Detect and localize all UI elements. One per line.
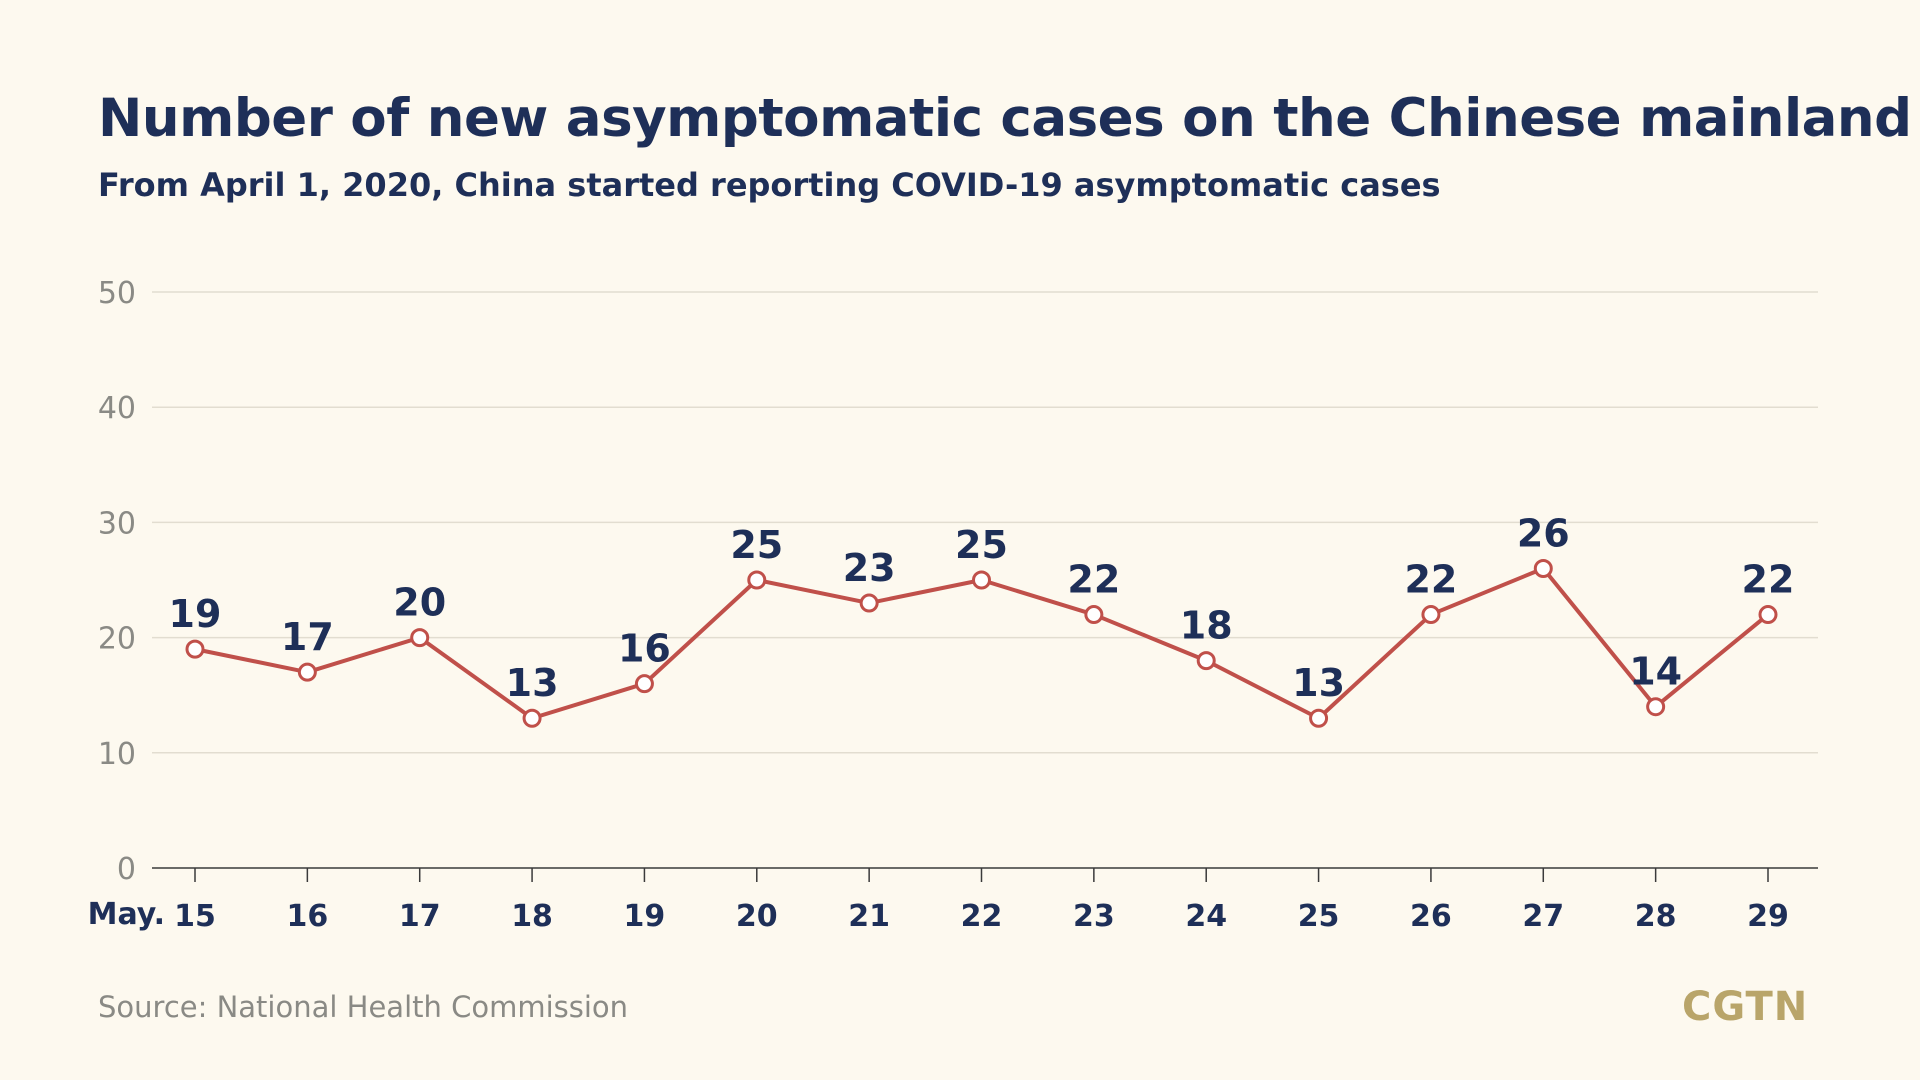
data-point <box>1758 605 1778 625</box>
data-point <box>634 674 654 694</box>
x-tick-label: 25 <box>1298 899 1340 934</box>
x-tick-label: 19 <box>624 899 666 934</box>
data-point <box>185 639 205 659</box>
data-label: 19 <box>169 592 222 636</box>
x-tick-label: 23 <box>1073 899 1115 934</box>
grid-lines <box>152 291 1818 754</box>
y-axis-ticks: 0 10 20 30 40 50 <box>98 276 136 887</box>
data-point <box>747 570 767 590</box>
data-point <box>972 570 991 590</box>
data-point <box>297 662 317 682</box>
data-point <box>522 708 542 728</box>
data-label: 13 <box>506 661 559 705</box>
y-tick-label: 50 <box>98 276 136 311</box>
x-axis-ticks: 15 16 17 18 19 20 21 22 23 24 25 26 27 28 29 <box>174 868 1789 934</box>
data-point <box>1309 708 1329 728</box>
data-point <box>1421 605 1441 625</box>
x-tick-label: 18 <box>511 899 553 934</box>
x-tick-label: 24 <box>1185 899 1227 934</box>
data-label: 23 <box>843 546 896 590</box>
x-tick-label: 28 <box>1635 899 1677 934</box>
x-tick-label: 21 <box>848 899 890 934</box>
x-tick-label: 26 <box>1410 899 1452 934</box>
data-point <box>1646 697 1666 717</box>
x-tick-label: 27 <box>1522 899 1564 934</box>
y-tick-label: 30 <box>98 506 136 541</box>
x-tick-label: 20 <box>736 899 778 934</box>
data-label: 22 <box>1404 558 1457 602</box>
data-point <box>1084 605 1104 625</box>
x-tick-label: 16 <box>286 899 328 934</box>
y-tick-label: 40 <box>98 391 136 426</box>
chart-subtitle: From April 1, 2020, China started report… <box>98 166 1441 204</box>
x-tick-label: 17 <box>399 899 441 934</box>
y-tick-label: 0 <box>117 852 136 887</box>
data-label: 26 <box>1517 511 1570 555</box>
data-label: 20 <box>393 581 446 625</box>
x-axis-prefix-label: May. <box>88 897 165 932</box>
data-label: 17 <box>281 615 334 659</box>
source-note: Source: National Health Commission <box>98 990 629 1024</box>
cgtn-logo: CGTN <box>1682 984 1809 1030</box>
data-label: 22 <box>1067 558 1120 602</box>
x-tick-label: 15 <box>174 899 216 934</box>
data-point <box>859 593 879 613</box>
data-labels: 19 17 20 13 16 25 23 25 22 18 13 22 26 14 22 <box>169 511 1795 705</box>
data-label: 25 <box>955 523 1008 567</box>
data-point <box>1533 558 1553 578</box>
data-label: 25 <box>730 523 783 567</box>
data-label: 22 <box>1742 558 1795 602</box>
y-tick-label: 20 <box>98 622 136 657</box>
chart-title: Number of new asymptomatic cases on the … <box>98 88 1912 149</box>
data-point <box>1196 651 1216 671</box>
data-label: 16 <box>618 627 671 671</box>
x-tick-label: 22 <box>961 899 1003 934</box>
data-label: 14 <box>1629 650 1682 694</box>
line-chart: 0 10 20 30 40 50 15 16 17 18 19 20 21 22 23 24 25 26 27 28… <box>88 276 1818 934</box>
y-tick-label: 10 <box>98 737 136 772</box>
x-tick-label: 29 <box>1747 899 1789 934</box>
data-label: 18 <box>1180 604 1233 648</box>
data-point <box>410 628 430 648</box>
data-label: 13 <box>1292 661 1345 705</box>
data-points <box>185 558 1778 728</box>
